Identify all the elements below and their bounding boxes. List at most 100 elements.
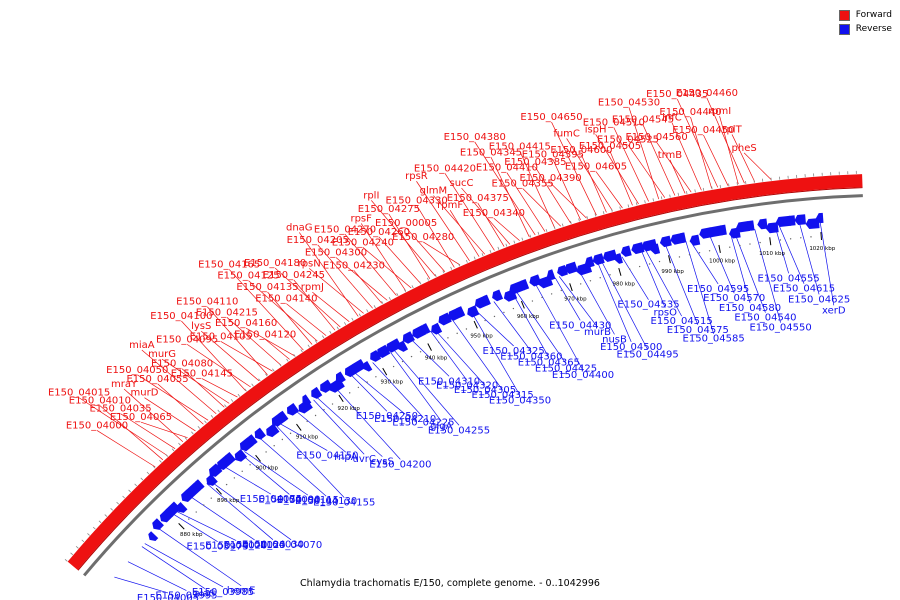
reverse-gene-label: E150_04255 xyxy=(428,425,490,436)
forward-label-line xyxy=(703,134,729,186)
forward-gene-label: E150_04000 xyxy=(66,420,128,431)
forward-gene-label: E150_04450 xyxy=(672,125,734,136)
reverse-label-line xyxy=(333,385,401,460)
reverse-label-line xyxy=(279,423,328,451)
reverse-gene-label: E150_04305 xyxy=(454,385,516,396)
forward-label-line xyxy=(416,181,470,261)
forward-label-line xyxy=(181,368,225,408)
rim-tick xyxy=(513,240,516,244)
reverse-gene-arrow xyxy=(689,234,701,246)
rim-tick xyxy=(279,363,282,367)
rim-tick xyxy=(258,378,261,382)
rim-tick xyxy=(251,383,254,387)
forward-gene-label: glmM xyxy=(420,186,448,197)
forward-gene-label: trmB xyxy=(658,150,683,161)
reverse-gene-arrow xyxy=(602,249,618,262)
forward-label-line xyxy=(433,195,486,255)
forward-label-line xyxy=(388,213,431,279)
reverse-label-line xyxy=(206,483,274,540)
forward-label-line xyxy=(690,116,712,189)
reverse-gene-arrow xyxy=(614,253,623,264)
reverse-gene-arrow xyxy=(728,227,741,239)
rim-tick xyxy=(146,471,150,475)
rim-tick xyxy=(396,292,399,297)
forward-label-line xyxy=(506,172,546,232)
scale-minor-tick xyxy=(447,337,449,339)
reverse-gene-arrow xyxy=(311,386,323,399)
scale-minor-tick xyxy=(531,300,534,302)
rim-tick xyxy=(426,277,429,281)
forward-label-line xyxy=(317,244,373,309)
forward-gene-label: E150_04300 xyxy=(305,248,367,259)
forward-gene-label: infC xyxy=(662,113,682,124)
forward-gene-label: E150_04395 xyxy=(522,149,584,160)
forward-label-line xyxy=(186,344,251,388)
reverse-gene-arrow xyxy=(455,306,466,318)
forward-gene-label: E150_04330 xyxy=(386,195,448,206)
scale-minor-tick xyxy=(729,246,731,248)
reverse-gene-arrow xyxy=(278,410,289,422)
reverse-label-line xyxy=(493,301,532,352)
reverse-gene-label: E150_04580 xyxy=(719,303,781,314)
forward-gene-label: rpsR xyxy=(405,171,428,182)
reverse-gene-label: E150_03985 xyxy=(192,587,254,598)
forward-gene-label: mraY xyxy=(111,379,138,390)
scale-minor-tick xyxy=(210,497,212,499)
reverse-gene-label: uvrC xyxy=(353,454,376,465)
scale-tick-label: 1020 kbp xyxy=(809,246,835,252)
reverse-label-line xyxy=(313,399,365,455)
forward-gene-label: rpmI xyxy=(708,106,731,117)
forward-gene-label: E150_04545 xyxy=(612,115,674,126)
gene-labels: pheS rplT rpmI E150_04460 E150_04450 E150_044… xyxy=(48,88,850,600)
rim-tick xyxy=(286,358,289,362)
rim-tick xyxy=(244,388,247,392)
forward-label-line xyxy=(335,257,388,301)
reverse-gene-arrow xyxy=(707,225,723,238)
rim-tick xyxy=(171,448,175,452)
forward-gene-label: E150_04135 xyxy=(236,282,298,293)
reverse-gene-label: E150_04325 xyxy=(483,346,545,357)
reverse-label-line xyxy=(578,269,615,335)
forward-gene-label: lysS xyxy=(191,321,211,332)
forward-label-line xyxy=(628,107,660,200)
scale-minor-tick xyxy=(438,341,440,344)
reverse-gene-arrow xyxy=(165,501,181,517)
scale-tick-label: 960 kbp xyxy=(517,314,540,320)
forward-gene-label: rpmJ xyxy=(301,282,324,293)
forward-label-line xyxy=(595,171,623,209)
rim-tick xyxy=(594,213,597,217)
scale-minor-tick xyxy=(265,451,267,453)
reverse-label-line xyxy=(225,466,272,495)
rim-tick xyxy=(652,198,655,202)
rim-tick xyxy=(165,454,169,457)
rim-tick xyxy=(660,196,663,200)
scale-minor-tick xyxy=(800,237,802,239)
forward-label-line xyxy=(706,97,745,184)
reverse-gene-arrow xyxy=(398,340,409,352)
forward-gene-label: E150_00005 xyxy=(375,218,437,229)
reverse-gene-arrow xyxy=(765,222,779,234)
rim-tick xyxy=(442,270,445,274)
forward-label-line xyxy=(137,374,209,421)
scale-minor-tick xyxy=(541,296,543,299)
forward-gene-label: E150_04505 xyxy=(579,141,641,152)
reverse-label-line xyxy=(316,397,383,457)
forward-gene-label: E150_04380 xyxy=(444,132,506,143)
reverse-label-line xyxy=(433,328,486,386)
rim-tick xyxy=(64,559,68,562)
reverse-label-line xyxy=(114,576,169,594)
forward-label-line xyxy=(120,413,176,449)
forward-gene-label: E150_04160 xyxy=(215,318,277,329)
rim-tick xyxy=(570,220,572,225)
forward-gene-label: E150_04050 xyxy=(106,365,168,376)
forward-label-line xyxy=(99,405,164,461)
scale-minor-tick xyxy=(456,332,458,335)
reverse-gene-label: glgA xyxy=(430,421,452,432)
scale-minor-tick xyxy=(357,386,360,389)
rim-tick xyxy=(403,289,407,293)
reverse-label-line xyxy=(354,372,406,415)
scale-minor-tick xyxy=(638,265,641,268)
reverse-gene-label: E150_04430 xyxy=(549,320,611,331)
forward-strand-ring xyxy=(67,174,863,570)
forward-label-line xyxy=(731,134,756,182)
